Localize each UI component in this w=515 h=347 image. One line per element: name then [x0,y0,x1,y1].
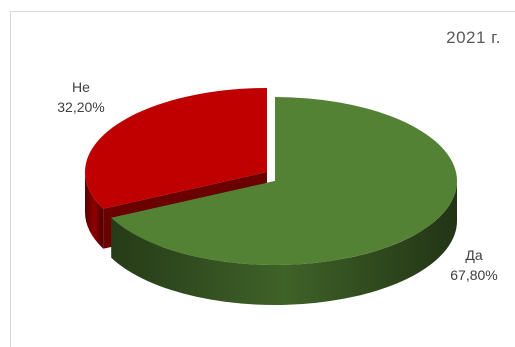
chart-title: 2021 г. [446,28,501,47]
slice-side [85,172,104,249]
slice-label-ne: Не 32,20% [48,77,114,117]
slice-label-da: Да 67,80% [434,245,514,285]
slice-label-ne-value: 32,20% [57,99,105,115]
pie-slice-da [111,97,458,306]
slice-label-ne-name: Не [72,79,90,95]
slice-top [111,97,458,265]
chart-area [10,11,515,347]
slice-label-da-name: Да [465,247,483,263]
slice-label-da-value: 67,80% [450,267,498,283]
slice-top [84,88,267,209]
slice-side [111,181,458,306]
